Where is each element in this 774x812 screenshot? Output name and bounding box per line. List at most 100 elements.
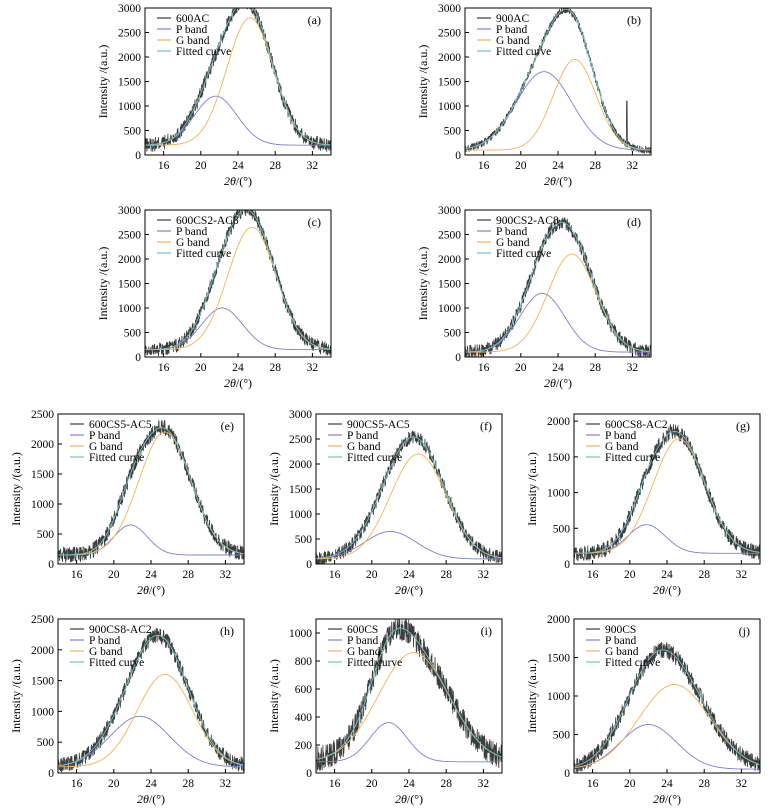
x-tick-label: 32	[220, 778, 232, 790]
fitted-curve-line	[58, 427, 244, 556]
legend-entry: P band	[89, 430, 120, 442]
x-tick-label: 24	[661, 569, 673, 581]
y-axis-label: Intensity /(a.u.)	[416, 45, 430, 119]
x-tick-label: 32	[627, 362, 639, 374]
x-tick-label: 32	[307, 362, 319, 374]
x-tick-label: 16	[587, 778, 599, 790]
raw-xrd-line	[145, 210, 331, 357]
y-tick-label: 0	[48, 559, 54, 571]
x-tick-label: 28	[698, 569, 710, 581]
x-tick-label: 16	[71, 778, 83, 790]
legend-entry: P band	[605, 430, 636, 442]
panel-letter: (i)	[481, 624, 492, 638]
y-axis-label: Intensity /(a.u.)	[525, 452, 539, 526]
x-tick-label: 16	[587, 569, 599, 581]
x-tick-label: 16	[478, 362, 490, 374]
chart-g-svg: 16 20 24 28 32 0 500 1000 1500 2000 2θ/(°) Intensit…	[525, 413, 761, 597]
fitted-curve-line	[58, 634, 244, 767]
chart-d-svg: 16 20 24 28 32 0 500 1000 1500 2000 2500 3000 2θ/(°)…	[416, 205, 652, 390]
y-tick-label: 3000	[118, 3, 141, 15]
chart-panel-a: 16 20 24 28 32 0 500 1000 1500 2000 2500 3000 2θ/(°)…	[95, 3, 345, 191]
fitted-curve-line	[574, 649, 760, 767]
x-tick-label: 28	[589, 362, 601, 374]
y-tick-label: 500	[444, 126, 462, 138]
legend-entry: G band	[89, 646, 123, 658]
x-tick-label: 28	[440, 569, 452, 581]
y-tick-label: 2500	[438, 28, 461, 40]
plot-area	[316, 430, 502, 564]
y-tick-label: 0	[48, 768, 54, 780]
y-tick-label: 1000	[31, 499, 54, 511]
legend-entry: G band	[496, 35, 530, 47]
legend-entry: G band	[347, 441, 381, 453]
raw-xrd-line	[58, 627, 244, 773]
y-tick-label: 2000	[438, 254, 461, 266]
x-tick-label: 32	[220, 569, 232, 581]
legend-entry: Fitted curve	[347, 657, 402, 669]
y-tick-label: 500	[444, 328, 462, 340]
plot-area	[574, 423, 760, 561]
chart-e-svg: 16 20 24 28 32 0 500 1000 1500 2000 2500 2θ/(°) Inte…	[9, 409, 245, 597]
chart-panel-e: 16 20 24 28 32 0 500 1000 1500 2000 2500 2θ/(°) Inte…	[8, 409, 258, 600]
y-tick-label: 1000	[438, 303, 461, 315]
x-tick-label: 24	[403, 569, 415, 581]
plot-area	[145, 8, 331, 153]
legend-entry: 900AC	[496, 13, 530, 25]
panel-letter: (f)	[480, 419, 492, 433]
y-tick-label: 200	[295, 740, 313, 752]
legend-entry: 900CS2-AC8	[496, 215, 559, 227]
legend-entry: Fitted curve	[496, 248, 551, 260]
p-band-line	[316, 722, 502, 763]
raw-xrd-line	[465, 217, 651, 357]
y-tick-label: 600	[295, 684, 313, 696]
x-tick-label: 32	[736, 778, 748, 790]
x-tick-label: 16	[71, 569, 83, 581]
p-band-line	[316, 531, 502, 560]
x-tick-label: 32	[478, 569, 490, 581]
x-tick-label: 20	[195, 362, 207, 374]
chart-panel-i: 16 20 24 28 32 0 200 400 600 800 1000 2θ/(°) Intensi…	[266, 617, 516, 809]
g-band-line	[58, 673, 244, 768]
y-tick-label: 0	[455, 352, 461, 364]
g-band-line	[145, 17, 331, 146]
legend-entry: 600CS	[347, 624, 378, 636]
y-tick-label: 500	[553, 523, 571, 535]
fitted-curve-line	[465, 221, 651, 353]
y-tick-label: 3000	[438, 3, 461, 15]
y-tick-label: 500	[37, 737, 55, 749]
y-tick-label: 1500	[118, 77, 141, 89]
legend-entry: Fitted curve	[605, 657, 660, 669]
y-tick-label: 1500	[118, 279, 141, 291]
x-axis-label: 2θ/(°)	[224, 376, 252, 390]
plot-area	[574, 641, 760, 773]
y-tick-label: 1000	[289, 509, 312, 521]
y-tick-label: 2500	[118, 28, 141, 40]
plot-area	[58, 627, 244, 773]
g-band-line	[145, 226, 331, 351]
y-tick-label: 1500	[31, 676, 54, 688]
y-tick-label: 400	[295, 712, 313, 724]
fitted-curve-line	[145, 8, 331, 146]
chart-f-svg: 16 20 24 28 32 0 500 1000 1500 2000 2500 3000 2θ/(°)…	[267, 409, 503, 597]
legend-entry: G band	[176, 35, 210, 47]
legend-entry: P band	[89, 635, 120, 647]
g-band-line	[574, 684, 760, 769]
panel-letter: (b)	[627, 13, 641, 27]
legend-entry: Fitted curve	[347, 452, 402, 464]
fitted-curve-line	[316, 627, 502, 760]
y-tick-label: 1000	[31, 706, 54, 718]
legend-entry: 600CS8-AC2	[605, 419, 668, 431]
y-tick-label: 500	[295, 534, 313, 546]
chart-panel-h: 16 20 24 28 32 0 500 1000 1500 2000 2500 2θ/(°) Inte…	[8, 614, 258, 809]
panel-letter: (e)	[221, 419, 234, 433]
x-axis-label: 2θ/(°)	[224, 174, 252, 188]
y-tick-label: 2000	[289, 459, 312, 471]
legend-entry: P band	[496, 226, 527, 238]
y-tick-label: 2000	[438, 52, 461, 64]
legend-entry: G band	[89, 441, 123, 453]
y-tick-label: 0	[135, 150, 141, 162]
y-tick-label: 1000	[547, 488, 570, 500]
legend-entry: 600CS2-AC8	[176, 215, 239, 227]
x-axis-label: 2θ/(°)	[137, 583, 165, 597]
x-tick-label: 24	[552, 362, 564, 374]
